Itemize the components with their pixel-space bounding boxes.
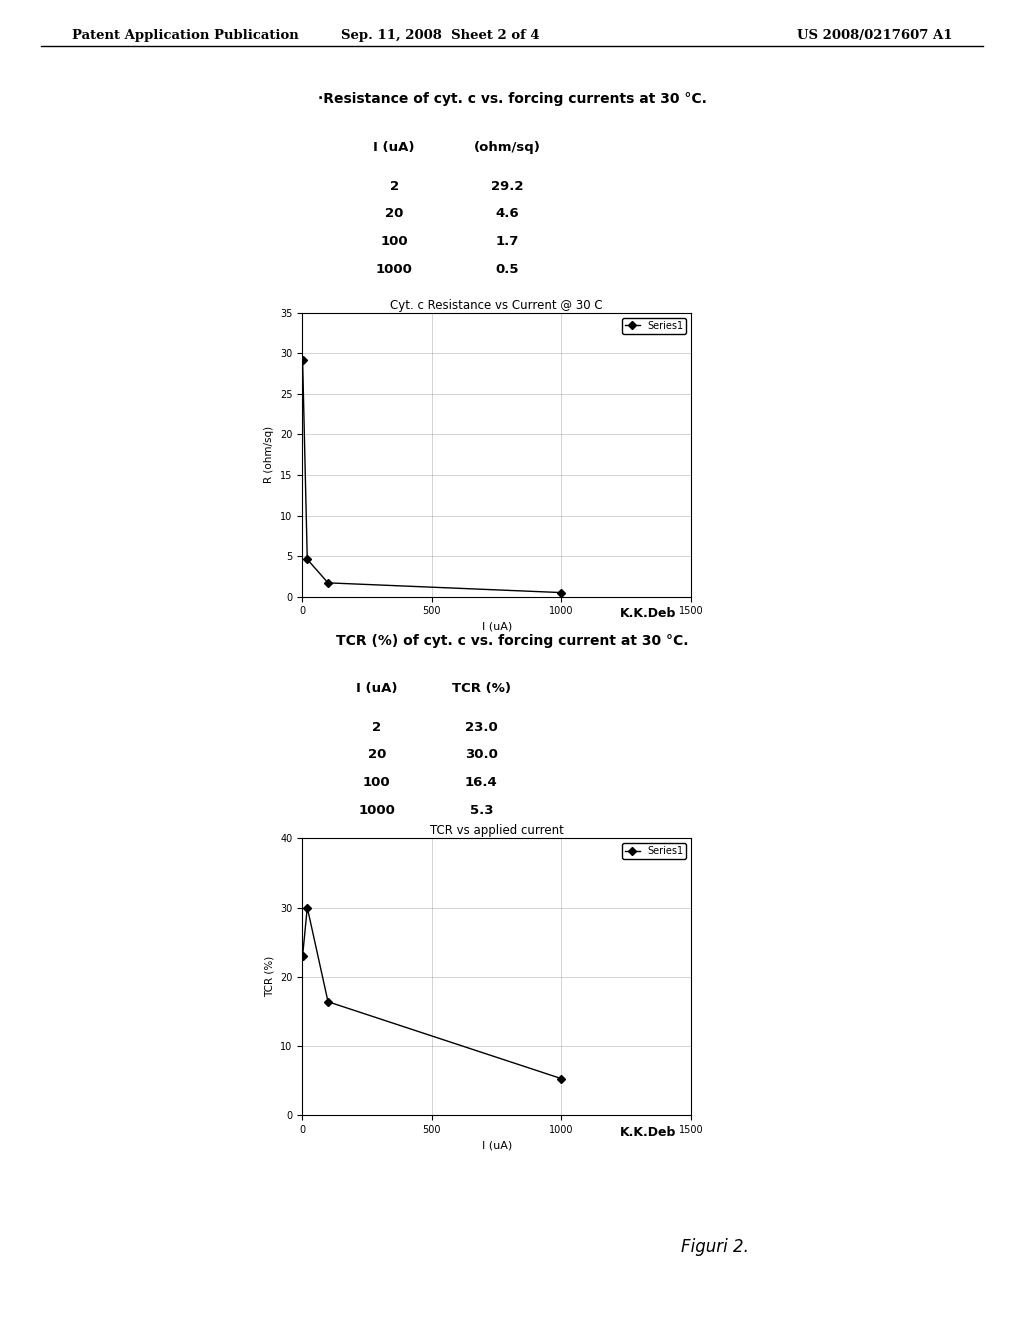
Text: 23.0: 23.0 xyxy=(465,721,498,734)
Line: Series1: Series1 xyxy=(300,904,564,1081)
Text: 2: 2 xyxy=(373,721,381,734)
Text: (ohm/sq): (ohm/sq) xyxy=(473,141,541,154)
Text: I (uA): I (uA) xyxy=(374,141,415,154)
Series1 xyxy=(322,994,334,1010)
Text: TCR (%) of cyt. c vs. forcing current at 30 °C.: TCR (%) of cyt. c vs. forcing current at… xyxy=(336,634,688,648)
Title: Cyt. c Resistance vs Current @ 30 C: Cyt. c Resistance vs Current @ 30 C xyxy=(390,298,603,312)
Text: 1000: 1000 xyxy=(358,804,395,817)
Text: 100: 100 xyxy=(364,776,390,789)
Y-axis label: R (ohm/sq): R (ohm/sq) xyxy=(264,426,274,483)
Text: Figuri 2.: Figuri 2. xyxy=(681,1238,749,1257)
Text: TCR (%): TCR (%) xyxy=(452,682,511,696)
Text: 16.4: 16.4 xyxy=(465,776,498,789)
Text: ·Resistance of cyt. c vs. forcing currents at 30 °C.: ·Resistance of cyt. c vs. forcing curren… xyxy=(317,92,707,107)
Text: I (uA): I (uA) xyxy=(356,682,397,696)
Text: 29.2: 29.2 xyxy=(490,180,523,193)
X-axis label: I (uA): I (uA) xyxy=(481,622,512,632)
Text: 1.7: 1.7 xyxy=(496,235,518,248)
Text: 20: 20 xyxy=(385,207,403,220)
Y-axis label: TCR (%): TCR (%) xyxy=(264,956,274,998)
Text: 2: 2 xyxy=(390,180,398,193)
Text: 30.0: 30.0 xyxy=(465,748,498,762)
Legend: Series1: Series1 xyxy=(622,318,686,334)
Series1 xyxy=(297,352,309,368)
Text: Sep. 11, 2008  Sheet 2 of 4: Sep. 11, 2008 Sheet 2 of 4 xyxy=(341,29,540,42)
Text: K.K.Deb: K.K.Deb xyxy=(620,607,676,620)
Text: 20: 20 xyxy=(368,748,386,762)
Text: 1000: 1000 xyxy=(376,263,413,276)
Text: 100: 100 xyxy=(381,235,408,248)
Text: 4.6: 4.6 xyxy=(495,207,519,220)
Text: 5.3: 5.3 xyxy=(470,804,493,817)
Series1 xyxy=(301,900,313,916)
Series1 xyxy=(297,948,309,964)
Title: TCR vs applied current: TCR vs applied current xyxy=(430,824,563,837)
Series1 xyxy=(555,1071,567,1086)
Series1 xyxy=(555,585,567,601)
Line: Series1: Series1 xyxy=(300,358,564,595)
Text: 0.5: 0.5 xyxy=(496,263,518,276)
Text: K.K.Deb: K.K.Deb xyxy=(620,1126,676,1139)
Series1 xyxy=(301,552,313,568)
X-axis label: I (uA): I (uA) xyxy=(481,1140,512,1151)
Text: US 2008/0217607 A1: US 2008/0217607 A1 xyxy=(797,29,952,42)
Series1 xyxy=(322,576,334,591)
Text: Patent Application Publication: Patent Application Publication xyxy=(72,29,298,42)
Legend: Series1: Series1 xyxy=(622,843,686,859)
